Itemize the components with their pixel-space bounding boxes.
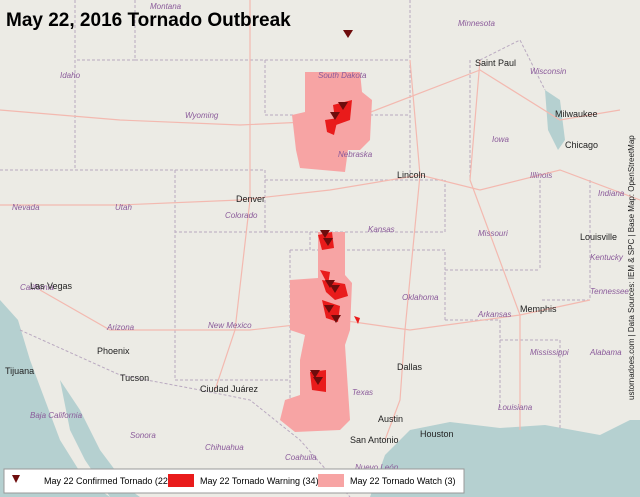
legend-warning	[168, 474, 194, 487]
pacific	[0, 300, 110, 497]
state-label: Oklahoma	[402, 293, 439, 302]
city-label: Chicago	[565, 140, 598, 150]
state-label: Nuevo León	[355, 463, 399, 472]
state-label: Utah	[115, 203, 132, 212]
tornado	[320, 230, 330, 238]
labels: Montana Minnesota Wisconsin South Dakota…	[5, 2, 629, 472]
state-label: Wisconsin	[530, 67, 567, 76]
city-label: Dallas	[397, 362, 423, 372]
state-label: Arizona	[106, 323, 135, 332]
state-label: Mississippi	[530, 348, 569, 357]
state-label: Colorado	[225, 211, 258, 220]
city-label: Tijuana	[5, 366, 34, 376]
tornado	[330, 112, 340, 120]
tornado	[331, 315, 341, 323]
tornado	[313, 377, 323, 385]
tornado-watch	[280, 232, 352, 432]
tornado	[338, 102, 348, 110]
city-label: Tucson	[120, 373, 149, 383]
tornadoes	[310, 30, 353, 385]
state-label: Kansas	[368, 225, 395, 234]
state-label: Alabama	[589, 348, 622, 357]
credit: ustornadoes.com | Data Sources: IEM & SP…	[627, 135, 636, 400]
tornado	[325, 280, 335, 288]
state-label: Nevada	[12, 203, 40, 212]
state-label: Iowa	[492, 135, 509, 144]
tornado	[343, 30, 353, 38]
city-label: Saint Paul	[475, 58, 516, 68]
city-label: Las Vegas	[30, 281, 73, 291]
tornado	[324, 305, 334, 313]
state-label: Missouri	[478, 229, 508, 238]
legend-label: May 22 Tornado Warning (34)	[200, 476, 319, 486]
state-label: Indiana	[598, 189, 625, 198]
tornado-warning	[354, 316, 360, 324]
state-label: Coahuila	[285, 453, 317, 462]
state-label: New Mexico	[208, 321, 252, 330]
state-label: Idaho	[60, 71, 81, 80]
legend-label: May 22 Confirmed Tornado (22)	[44, 476, 171, 486]
city-label: Milwaukee	[555, 109, 598, 119]
city-label: Denver	[236, 194, 265, 204]
state-label: Chihuahua	[205, 443, 244, 452]
city-label: Lincoln	[397, 170, 426, 180]
city-label: San Antonio	[350, 435, 399, 445]
city-label: Memphis	[520, 304, 557, 314]
state-label: Nebraska	[338, 150, 373, 159]
city-label: Louisville	[580, 232, 617, 242]
tornado	[323, 238, 333, 246]
city-label: Houston	[420, 429, 454, 439]
legend-box	[3, 468, 465, 494]
city-label: Ciudad Juárez	[200, 384, 259, 394]
state-label: Minnesota	[458, 19, 495, 28]
legend-tornado	[12, 475, 20, 483]
state-label: South Dakota	[318, 71, 367, 80]
state-label: Illinois	[530, 171, 552, 180]
city-label: Austin	[378, 414, 403, 424]
tornado-warning	[325, 118, 338, 135]
legend: May 22 Confirmed Tornado (22) May 22 Tor…	[3, 468, 465, 494]
state-label: Texas	[352, 388, 373, 397]
state-label: Wyoming	[185, 111, 219, 120]
map-title: May 22, 2016 Tornado Outbreak	[6, 10, 291, 31]
tornado	[310, 370, 320, 378]
state-label: Kentucky	[590, 253, 624, 262]
tornado	[330, 285, 340, 293]
city-label: Phoenix	[97, 346, 130, 356]
state-label: Arkansas	[477, 310, 511, 319]
state-label: Tennessee	[590, 287, 629, 296]
legend-label: May 22 Tornado Watch (3)	[350, 476, 456, 486]
state-label: Louisiana	[498, 403, 533, 412]
state-label: Montana	[150, 2, 182, 11]
legend-watch	[318, 474, 344, 487]
lake-michigan	[545, 90, 565, 150]
state-label: Baja California	[30, 411, 83, 420]
state-label: California	[20, 283, 54, 292]
state-label: Sonora	[130, 431, 156, 440]
